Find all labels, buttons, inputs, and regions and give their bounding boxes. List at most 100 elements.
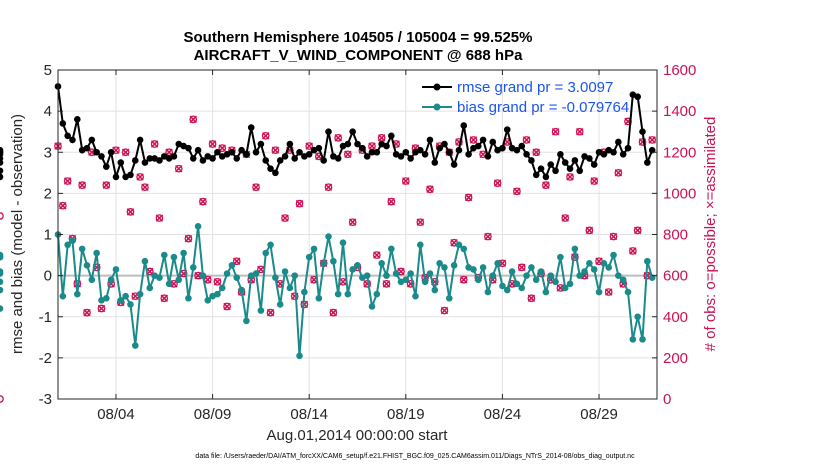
bias-point <box>407 270 414 277</box>
possible-obs-point <box>83 308 91 317</box>
bias-point <box>59 292 67 300</box>
bias-point <box>189 264 197 271</box>
possible-obs-point <box>329 308 338 317</box>
assimilated-obs-point <box>518 263 526 272</box>
assimilated-obs-point <box>522 136 531 144</box>
assimilated-obs-point <box>324 183 333 191</box>
assimilated-obs-point <box>189 115 197 124</box>
rmse-point <box>368 148 376 156</box>
possible-obs-point <box>517 263 526 272</box>
bias-point <box>194 222 202 230</box>
bias-point <box>233 274 241 281</box>
assimilated-obs-point <box>604 288 613 296</box>
possible-obs-point <box>633 226 642 235</box>
rmse-point <box>286 140 294 148</box>
bias-point <box>156 274 163 281</box>
rmse-series <box>0 83 656 181</box>
right-tick-label: 1400 <box>663 103 696 120</box>
assimilated-obs-point <box>305 142 313 150</box>
rmse-point <box>305 151 313 158</box>
assimilated-obs-point <box>556 284 565 292</box>
bias-point <box>131 342 139 349</box>
rmse-point <box>421 151 429 158</box>
possible-obs-point <box>155 214 164 222</box>
assimilated-obs-point <box>382 280 391 288</box>
rmse-point <box>117 159 125 166</box>
rmse-point <box>233 155 241 162</box>
bias-point <box>83 262 91 269</box>
possible-obs-point <box>232 257 241 266</box>
assimilated-obs-point <box>527 294 536 302</box>
rmse-point <box>503 126 511 133</box>
bias-point <box>402 276 410 284</box>
assimilated-obs-point <box>440 306 449 315</box>
bias-point <box>619 276 627 284</box>
possible-obs-point <box>590 177 599 185</box>
rmse-point <box>69 136 76 144</box>
rmse-point <box>170 153 178 160</box>
assimilated-obs-point <box>648 136 656 144</box>
bias-point <box>629 336 637 343</box>
assimilated-obs-point <box>213 278 222 286</box>
bottom-tick-label: 08/19 <box>387 406 425 423</box>
possible-obs-point <box>522 136 531 144</box>
rmse-point <box>397 153 405 160</box>
rmse-point <box>373 148 381 156</box>
rmse-point <box>344 140 352 148</box>
bias-point <box>238 286 245 294</box>
possible-obs-point <box>648 136 657 144</box>
bias-point <box>445 294 453 302</box>
legend: rmse grand pr = 3.0097 bias grand pr = -… <box>422 79 629 116</box>
possible-obs-point <box>0 212 4 220</box>
bias-point <box>276 301 284 308</box>
bias-point <box>141 257 149 265</box>
rmse-point <box>107 148 115 156</box>
assimilated-obs-point <box>387 197 396 206</box>
possible-obs-point <box>464 193 473 202</box>
chart-title-line1: Southern Hemisphere 104505 / 105004 = 99… <box>184 29 533 46</box>
data-file-footer: data file: /Users/raeder/DAI/ATM_forcXX/… <box>195 453 635 460</box>
bias-point <box>146 284 154 292</box>
possible-obs-point <box>343 150 352 159</box>
assimilated-obs-point <box>633 226 642 235</box>
possible-obs-point <box>63 177 72 185</box>
possible-obs-point <box>136 173 144 181</box>
bias-point <box>0 270 4 277</box>
rmse-point <box>127 171 134 179</box>
bias-point <box>0 253 4 261</box>
bias-point <box>204 297 212 304</box>
bias-point <box>305 253 313 261</box>
bias-point <box>117 297 125 304</box>
rmse-point <box>513 146 521 154</box>
assimilated-obs-point <box>469 136 478 144</box>
bottom-axis-ticks: 08/04 08/09 08/14 08/19 08/24 08/29 <box>97 70 618 423</box>
possible-obs-point <box>532 148 541 157</box>
bias-point <box>532 276 540 284</box>
rmse-point <box>590 161 598 168</box>
rmse-point <box>93 148 100 156</box>
rmse-point <box>185 144 192 152</box>
possible-obs-point <box>160 294 169 303</box>
bias-point <box>262 249 270 257</box>
assimilated-obs-point <box>150 140 159 148</box>
bias-point <box>368 303 376 310</box>
x-axis-label: Aug.01,2014 00:00:00 start <box>267 427 449 444</box>
bias-point <box>252 270 260 277</box>
bias-point <box>165 280 173 288</box>
bias-point <box>378 259 385 267</box>
rmse-point <box>320 157 327 164</box>
possible-obs-point <box>121 148 130 157</box>
assimilated-obs-point <box>136 173 144 181</box>
bias-point <box>634 313 641 321</box>
bottom-tick-label: 08/04 <box>97 406 135 423</box>
left-tick-label: 0 <box>44 268 52 285</box>
bias-point <box>421 278 429 286</box>
possible-obs-point <box>324 183 333 192</box>
bias-point <box>214 290 221 298</box>
rmse-point <box>576 167 584 175</box>
bias-point <box>320 259 327 267</box>
bias-point <box>301 288 308 296</box>
possible-obs-point <box>551 127 560 136</box>
bias-point <box>0 286 4 294</box>
bias-point <box>499 282 506 290</box>
